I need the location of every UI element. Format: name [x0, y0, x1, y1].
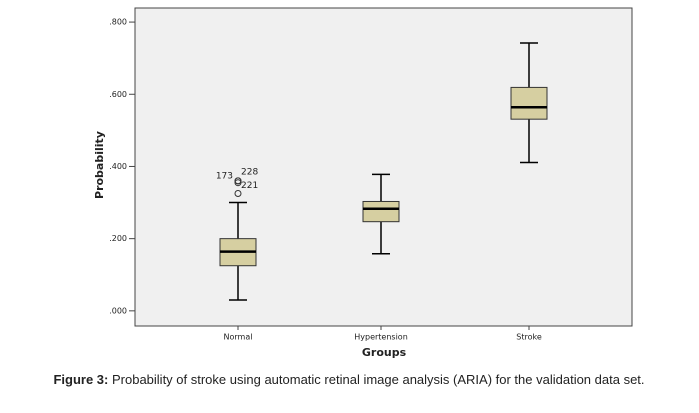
outlier-label: 173	[216, 171, 233, 181]
x-tick-label: Normal	[224, 333, 253, 342]
outlier	[234, 177, 242, 185]
y-tick-label: .400	[109, 162, 127, 171]
plot-area	[134, 7, 633, 327]
x-tick-label: Hypertension	[354, 333, 408, 342]
caption: Figure 3: Probability of stroke using au…	[53, 372, 644, 387]
x-axis-label: Groups	[362, 346, 407, 359]
outlier-label: 221	[241, 181, 258, 191]
box	[362, 200, 400, 223]
outlier	[234, 179, 242, 187]
outlier	[234, 190, 242, 198]
y-tick-label: .000	[109, 306, 127, 315]
y-tick-label: .800	[109, 18, 127, 27]
x-tick-label: Stroke	[516, 333, 542, 342]
y-tick-label: .600	[109, 90, 127, 99]
box	[510, 86, 548, 120]
caption-text: Probability of stroke using automatic re…	[112, 372, 645, 387]
caption-label: Figure 3:	[53, 372, 108, 387]
y-tick-label: .200	[109, 234, 127, 243]
y-axis-label: Probability	[93, 131, 106, 199]
outlier-label: 228	[241, 167, 258, 177]
